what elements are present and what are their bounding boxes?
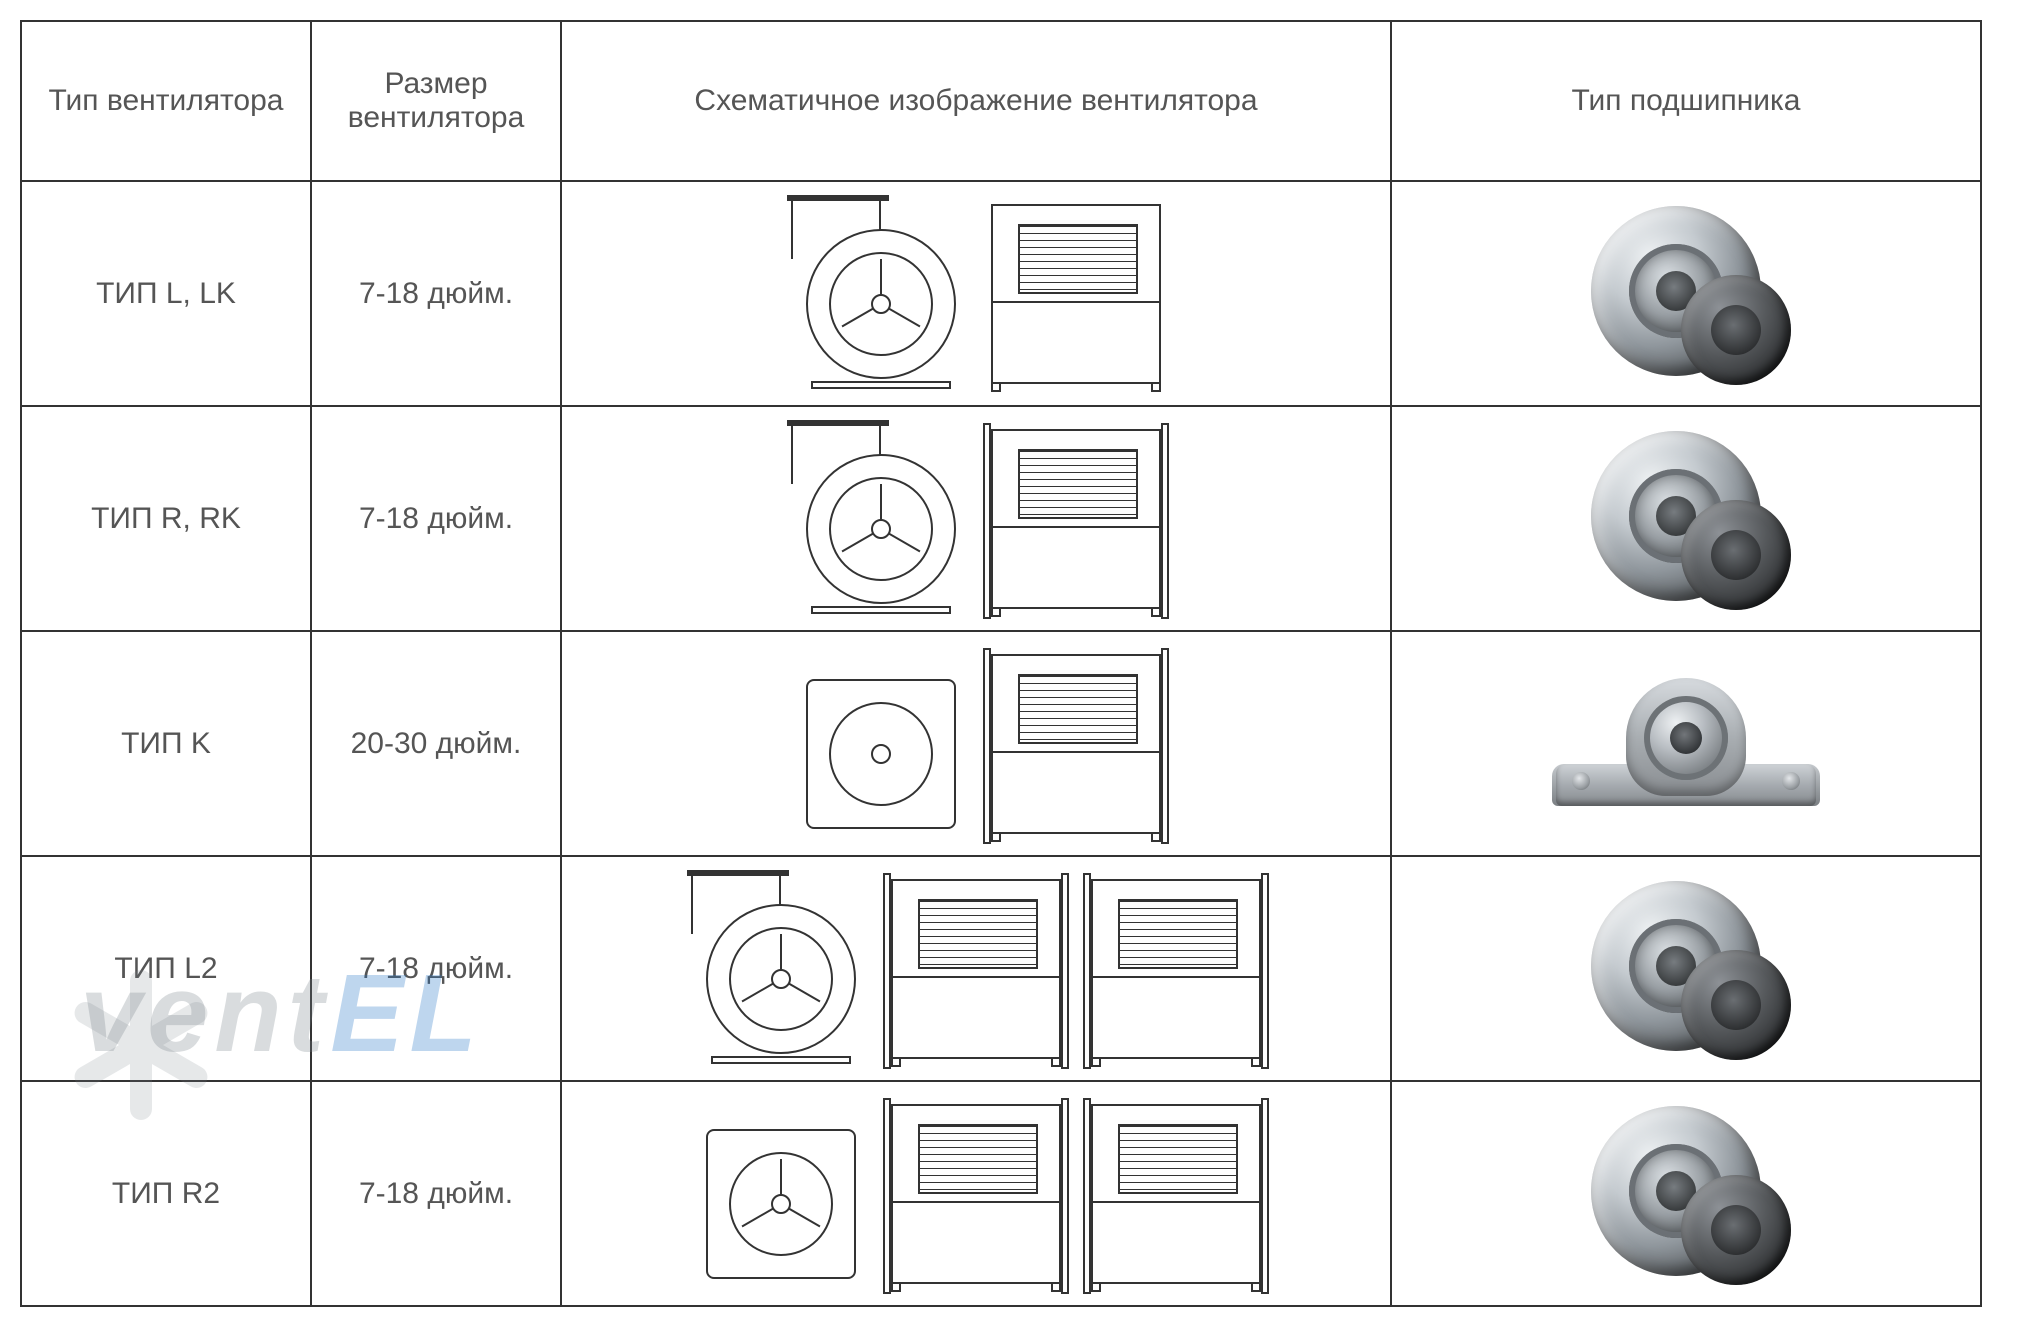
cell-bearing [1391,406,1981,631]
page-wrapper: ventEL Тип вентилятора Размер вентилятор… [20,20,1997,1307]
col-header-size: Размер вентилятора [311,21,561,181]
fan-side-schematic-icon [791,199,961,389]
bearing-pillow-block-icon [1556,674,1816,814]
fan-side-schematic-icon [691,1099,861,1289]
fan-front-schematic-icon [991,429,1161,609]
cell-size: 7-18 дюйм. [311,1081,561,1306]
cell-type: ТИП K [21,631,311,856]
fan-front-schematic-icon [991,204,1161,384]
fan-types-table: Тип вентилятора Размер вентилятора Схема… [20,20,1982,1307]
cell-size: 20-30 дюйм. [311,631,561,856]
cell-bearing [1391,631,1981,856]
table-row: ТИП L2 7-18 дюйм. [21,856,1981,1081]
table-row: ТИП K 20-30 дюйм. [21,631,1981,856]
fan-side-schematic-icon [791,424,961,614]
cell-diagram [561,1081,1391,1306]
col-header-bearing: Тип подшипника [1391,21,1981,181]
bearing-insert-icon [1591,431,1781,606]
fan-side-schematic-icon [791,649,961,839]
cell-bearing [1391,856,1981,1081]
cell-type: ТИП L, LK [21,181,311,406]
cell-size: 7-18 дюйм. [311,181,561,406]
bearing-insert-icon [1591,206,1781,381]
bearing-insert-icon [1591,881,1781,1056]
bearing-insert-icon [1591,1106,1781,1281]
table-row: ТИП R, RK 7-18 дюйм. [21,406,1981,631]
fan-front-schematic-icon [991,654,1161,834]
cell-bearing [1391,181,1981,406]
fan-front-schematic-icon [891,1104,1061,1284]
fan-front-schematic-icon [1091,879,1261,1059]
fan-side-schematic-icon [691,874,861,1064]
table-header-row: Тип вентилятора Размер вентилятора Схема… [21,21,1981,181]
cell-type: ТИП L2 [21,856,311,1081]
cell-diagram [561,181,1391,406]
col-header-diagram: Схематичное изображение вентилятора [561,21,1391,181]
cell-diagram [561,631,1391,856]
cell-diagram [561,856,1391,1081]
cell-diagram [561,406,1391,631]
table-row: ТИП R2 7-18 дюйм. [21,1081,1981,1306]
fan-front-schematic-icon [891,879,1061,1059]
fan-front-schematic-icon [1091,1104,1261,1284]
cell-size: 7-18 дюйм. [311,406,561,631]
cell-type: ТИП R, RK [21,406,311,631]
col-header-type: Тип вентилятора [21,21,311,181]
cell-size: 7-18 дюйм. [311,856,561,1081]
table-row: ТИП L, LK 7-18 дюйм. [21,181,1981,406]
cell-type: ТИП R2 [21,1081,311,1306]
cell-bearing [1391,1081,1981,1306]
